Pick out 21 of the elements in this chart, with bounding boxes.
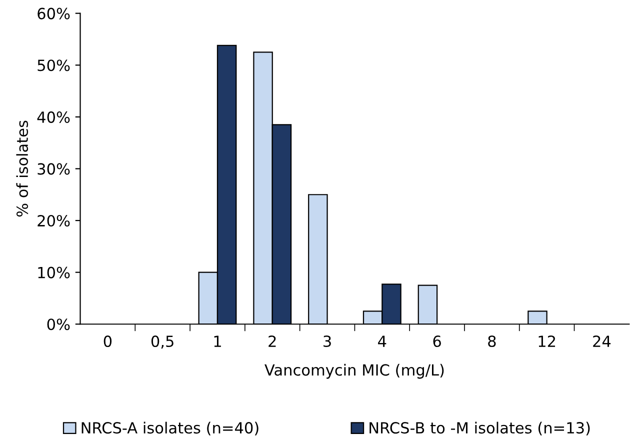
x-tick-label: 12 bbox=[538, 336, 556, 347]
y-tick-label: 20% bbox=[38, 214, 70, 227]
x-tick-label: 4 bbox=[378, 336, 386, 347]
x-axis-title: Vancomycin MIC (mg/L) bbox=[264, 364, 444, 379]
y-tick-label: 40% bbox=[37, 111, 70, 123]
x-tick-label: 6 bbox=[433, 336, 441, 348]
legend-label: NRCS-B to -M isolates (n=13) bbox=[370, 422, 590, 436]
x-tick-label: 3 bbox=[324, 336, 331, 348]
x-tick-label: 0 bbox=[104, 336, 112, 348]
y-tick-label: 10% bbox=[38, 266, 70, 278]
x-tick-label: 1 bbox=[214, 336, 221, 347]
legend-label: NRCS-A isolates (n=40) bbox=[82, 422, 258, 436]
y-tick-label: 0% bbox=[47, 318, 70, 330]
y-tick-label: 30% bbox=[38, 163, 70, 175]
y-axis-title: % of isolates bbox=[16, 120, 28, 217]
x-tick-label: 8 bbox=[488, 336, 496, 348]
y-tick-label: 50% bbox=[38, 60, 70, 72]
x-tick-label: 2 bbox=[268, 336, 276, 347]
x-tick-label: 0,5 bbox=[151, 336, 174, 349]
y-tick-label: 60% bbox=[38, 8, 70, 20]
x-tick-label: 24 bbox=[593, 336, 611, 347]
